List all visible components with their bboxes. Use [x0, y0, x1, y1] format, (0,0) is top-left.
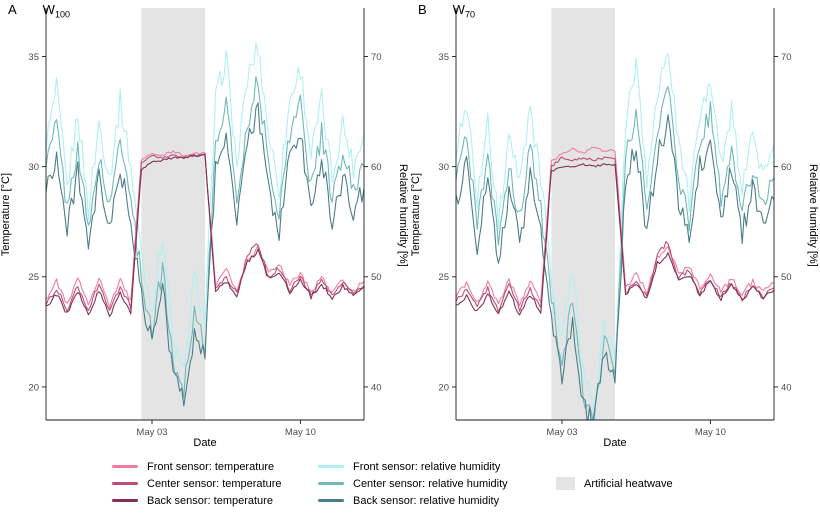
panel-a: A W100 Temperature [°C] Relative humidit…	[0, 0, 410, 455]
legend-swatch-front-humidity	[318, 465, 344, 468]
x-axis-title: Date	[603, 437, 627, 449]
legend-item: Back sensor: temperature	[112, 492, 282, 509]
legend-label: Center sensor: relative humidity	[353, 477, 508, 490]
plot-area-a: 20 25 30 35 40 50 60 70 May 03 May 10	[28, 8, 382, 438]
plot-area-b: 20 25 30 35 40 50 60 70 May 03 May 10	[438, 8, 792, 438]
temp-tick-label: 30	[438, 162, 449, 173]
date-tick-label: May 03	[546, 427, 577, 438]
legend-label: Center sensor: temperature	[147, 477, 282, 490]
series-line-back-sensor-temperature	[456, 163, 774, 316]
series-line-center-sensor-temperature	[456, 156, 774, 313]
temp-tick-label: 25	[28, 272, 39, 283]
temp-tick-label: 35	[438, 52, 449, 63]
panel-a-label: A	[8, 2, 17, 17]
panel-b-label: B	[418, 2, 427, 17]
heatwave-band	[141, 8, 205, 420]
legend-swatch-center-humidity	[318, 482, 344, 485]
humidity-tick-label: 60	[781, 162, 792, 173]
panel-a-header: A W100	[8, 2, 70, 20]
legend-column-temperature: Front sensor: temperature Center sensor:…	[112, 458, 282, 509]
right-axis-title: Relative humidity [%]	[807, 163, 819, 267]
series-line-center-sensor-temperature	[46, 152, 364, 312]
legend-item: Center sensor: temperature	[112, 475, 282, 492]
temp-tick-label: 20	[28, 382, 39, 393]
legend-column-heatwave: Artificial heatwave	[556, 458, 673, 492]
humidity-tick-label: 60	[371, 162, 382, 173]
legend-swatch-back-humidity	[318, 499, 344, 502]
panel-a-title: W100	[42, 2, 70, 20]
panel-b-title: W70	[452, 2, 475, 20]
legend-item: Artificial heatwave	[556, 475, 673, 492]
humidity-tick-label: 40	[781, 382, 792, 393]
x-axis-title: Date	[193, 437, 217, 449]
legend-label: Back sensor: relative humidity	[353, 494, 500, 507]
legend-column-humidity: Front sensor: relative humidity Center s…	[318, 458, 508, 509]
legend-swatch-front-temperature	[112, 465, 138, 468]
heatwave-band	[551, 8, 615, 420]
legend-item: Front sensor: relative humidity	[318, 458, 508, 475]
humidity-tick-label: 70	[781, 52, 792, 63]
series-line-front-sensor-relative-humidity	[46, 41, 364, 367]
date-tick-label: May 10	[285, 427, 316, 438]
humidity-tick-label: 70	[371, 52, 382, 63]
series-line-back-sensor-relative-humidity	[456, 114, 774, 420]
legend-label: Front sensor: relative humidity	[353, 460, 501, 473]
panel-b: B W70 Temperature [°C] Relative humidity…	[410, 0, 820, 455]
humidity-tick-label: 40	[371, 382, 382, 393]
legend-item: Center sensor: relative humidity	[318, 475, 508, 492]
series-line-back-sensor-relative-humidity	[46, 102, 364, 407]
legend-swatch-center-temperature	[112, 482, 138, 485]
temp-tick-label: 35	[28, 52, 39, 63]
legend-label: Back sensor: temperature	[147, 494, 273, 507]
series-line-front-sensor-temperature	[456, 146, 774, 307]
temp-tick-label: 25	[438, 272, 449, 283]
legend-swatch-back-temperature	[112, 499, 138, 502]
panel-b-header: B W70	[418, 2, 475, 20]
temp-tick-label: 30	[28, 162, 39, 173]
legend: Front sensor: temperature Center sensor:…	[0, 458, 820, 514]
left-axis-title: Temperature [°C]	[0, 173, 12, 257]
date-tick-label: May 03	[136, 427, 167, 438]
legend-label: Front sensor: temperature	[147, 460, 275, 473]
humidity-tick-label: 50	[371, 272, 382, 283]
legend-item: Back sensor: relative humidity	[318, 492, 508, 509]
legend-label: Artificial heatwave	[584, 477, 673, 490]
series-line-back-sensor-temperature	[46, 153, 364, 318]
temp-tick-label: 20	[438, 382, 449, 393]
legend-item: Front sensor: temperature	[112, 458, 282, 475]
date-tick-label: May 10	[695, 427, 726, 438]
series-line-front-sensor-relative-humidity	[456, 53, 774, 420]
left-axis-title: Temperature [°C]	[410, 173, 422, 257]
right-axis-title: Relative humidity [%]	[397, 163, 409, 267]
humidity-tick-label: 50	[781, 272, 792, 283]
legend-swatch-heatwave	[556, 477, 575, 490]
